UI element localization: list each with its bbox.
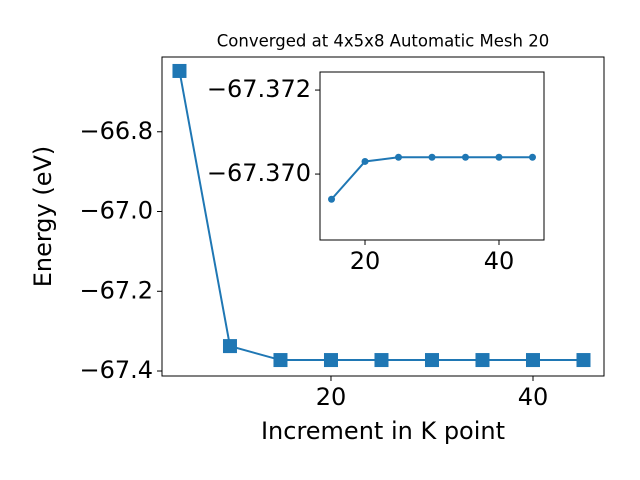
- x-axis-label: Increment in K point: [261, 417, 505, 445]
- y-tick-label: −67.4: [79, 356, 153, 384]
- marker: [475, 353, 490, 368]
- marker: [172, 63, 187, 78]
- marker: [361, 157, 369, 165]
- marker: [395, 153, 403, 161]
- marker: [374, 353, 389, 368]
- y-tick-label: −67.370: [207, 159, 311, 187]
- marker: [323, 353, 338, 368]
- x-tick-label: 20: [316, 383, 347, 411]
- marker: [525, 353, 540, 368]
- marker: [273, 353, 288, 368]
- marker: [528, 153, 536, 161]
- marker: [495, 153, 503, 161]
- marker: [222, 339, 237, 354]
- y-tick-label: −67.372: [207, 75, 311, 103]
- marker: [576, 353, 591, 368]
- chart-title: Converged at 4x5x8 Automatic Mesh 20: [217, 32, 549, 51]
- marker: [461, 153, 469, 161]
- marker: [428, 153, 436, 161]
- x-tick-label: 20: [350, 247, 381, 275]
- x-tick-label: 40: [518, 383, 549, 411]
- x-tick-label: 40: [484, 247, 515, 275]
- y-tick-label: −67.2: [79, 276, 153, 304]
- marker: [328, 195, 336, 203]
- y-tick-label: −66.8: [79, 117, 153, 145]
- y-axis-label: Energy (eV): [29, 146, 57, 288]
- marker: [424, 353, 439, 368]
- y-tick-label: −67.0: [79, 197, 153, 225]
